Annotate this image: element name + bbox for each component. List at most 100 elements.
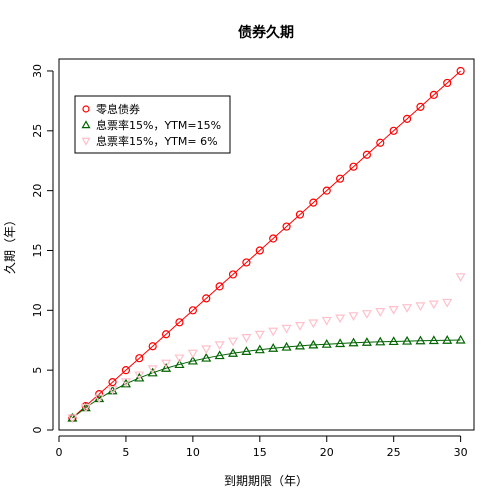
data-point (349, 162, 358, 171)
data-point (428, 335, 439, 345)
data-point (67, 414, 78, 424)
data-point (361, 337, 372, 346)
data-point (254, 330, 265, 340)
y-tick-label: 20 (31, 184, 44, 198)
data-point (135, 354, 144, 363)
data-point (228, 270, 238, 279)
legend-marker (81, 120, 91, 129)
data-point (187, 355, 198, 365)
data-point (148, 342, 157, 351)
data-point (120, 378, 131, 388)
data-point (375, 336, 386, 346)
data-point (361, 310, 372, 319)
data-point (362, 150, 372, 159)
x-tick-label: 5 (122, 446, 129, 459)
data-point (241, 346, 252, 355)
data-point (402, 114, 412, 123)
data-point (161, 363, 172, 372)
x-axis: 0 5 10 15 20 25 30 (56, 435, 468, 459)
data-point (308, 319, 319, 329)
data-point (442, 335, 453, 344)
y-tick-label: 25 (31, 124, 44, 138)
data-point (268, 327, 279, 337)
data-point (94, 394, 105, 404)
data-point (321, 338, 332, 348)
data-point (242, 258, 251, 267)
data-point (107, 385, 118, 395)
y-axis-label: 久期（年） (3, 214, 17, 274)
data-point (227, 348, 239, 357)
x-tick-label: 15 (253, 446, 267, 459)
data-point (348, 337, 359, 347)
data-point (455, 334, 466, 344)
data-point (214, 350, 225, 360)
data-point (308, 339, 319, 349)
data-point (121, 366, 131, 375)
x-tick-label: 20 (320, 446, 334, 459)
data-point (456, 66, 465, 76)
x-tick-label: 30 (454, 446, 468, 459)
data-point (429, 90, 438, 100)
legend-label: 零息债券 (96, 102, 140, 116)
legend-marker (81, 137, 91, 146)
data-point (281, 341, 292, 351)
data-point (134, 372, 145, 382)
y-tick-label: 15 (31, 243, 44, 257)
data-point (294, 340, 306, 350)
data-point (202, 294, 211, 303)
series-line (72, 70, 461, 419)
series-layer (67, 66, 466, 424)
data-point (227, 337, 239, 347)
data-point (443, 78, 452, 88)
legend-label: 息票率15%，YTM=15% (96, 118, 221, 132)
legend-marker (82, 105, 90, 113)
data-point (416, 102, 425, 111)
data-point (388, 336, 399, 346)
data-point (174, 359, 185, 369)
data-point (201, 345, 212, 355)
data-point (95, 389, 104, 399)
data-point (335, 314, 346, 324)
data-point (215, 282, 224, 291)
data-point (348, 312, 359, 322)
data-point (309, 198, 318, 207)
data-point (255, 246, 264, 255)
data-point (161, 330, 171, 339)
data-point (161, 359, 172, 369)
y-tick-label: 30 (31, 64, 44, 78)
data-point (187, 349, 198, 359)
data-point (321, 316, 332, 326)
x-axis-label: 到期期限（年） (224, 474, 308, 488)
series-2 (67, 273, 466, 424)
y-tick-label: 0 (31, 427, 44, 434)
data-point (147, 365, 158, 375)
data-point (335, 338, 346, 348)
data-point (134, 371, 145, 381)
data-point (376, 138, 385, 147)
data-point (402, 304, 413, 313)
y-axis: 0 5 10 15 20 25 30 (31, 64, 54, 434)
legend-box (74, 95, 231, 154)
y-tick-label: 10 (31, 303, 44, 317)
data-point (295, 210, 305, 219)
data-point (455, 273, 466, 283)
data-point (241, 334, 252, 343)
chart-title: 债券久期 (238, 24, 294, 41)
legend-label: 息票率15%，YTM= 6% (96, 134, 218, 148)
data-point (282, 222, 291, 231)
data-point (269, 234, 278, 243)
series-0 (68, 66, 465, 423)
data-point (174, 354, 185, 364)
data-point (389, 126, 398, 135)
plot-frame (58, 58, 475, 431)
data-point (147, 367, 158, 377)
series-line (72, 339, 461, 419)
data-point (294, 322, 306, 331)
data-point (428, 300, 439, 310)
y-tick-label: 5 (31, 367, 44, 374)
data-point (336, 174, 345, 183)
data-point (254, 344, 265, 354)
x-tick-label: 0 (56, 446, 63, 459)
